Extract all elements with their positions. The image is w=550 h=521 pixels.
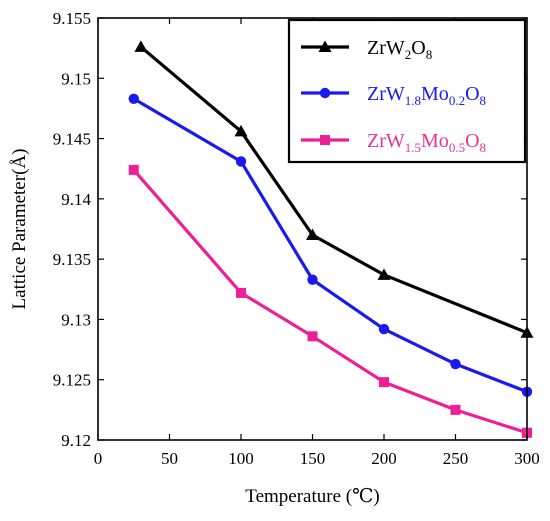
data-point	[307, 274, 318, 285]
data-point	[378, 323, 390, 335]
x-tick-label: 250	[443, 449, 469, 468]
data-point	[306, 228, 319, 241]
y-tick-label: 9.155	[53, 9, 91, 28]
x-tick-label: 300	[514, 449, 540, 468]
series-square	[128, 164, 532, 438]
y-tick-label: 9.135	[53, 250, 91, 269]
data-point	[128, 164, 139, 175]
y-tick-label: 9.14	[61, 190, 91, 209]
x-tick-label: 50	[161, 449, 178, 468]
y-tick-label: 9.15	[61, 69, 91, 88]
legend-label: ZrW2O8	[367, 37, 432, 62]
data-point	[134, 40, 148, 52]
legend-marker	[320, 135, 330, 145]
legend-marker	[319, 87, 331, 99]
x-tick-label: 150	[300, 449, 326, 468]
legend-entry: ZrW1.5Mo0.5O8	[301, 130, 486, 155]
legend-entry: ZrW1.8Mo0.2O8	[301, 83, 486, 108]
x-tick-label: 200	[371, 449, 397, 468]
series-circle	[128, 93, 533, 397]
x-tick-label: 0	[94, 449, 103, 468]
series-line	[132, 168, 528, 435]
y-tick-label: 9.12	[61, 431, 91, 450]
data-point	[450, 404, 461, 415]
x-tick-label: 100	[228, 449, 254, 468]
legend-marker	[318, 40, 332, 52]
data-point	[377, 268, 391, 280]
y-tick-label: 9.125	[53, 371, 91, 390]
data-point	[379, 377, 389, 388]
legend-label: ZrW1.8Mo0.2O8	[367, 83, 486, 108]
data-point	[307, 331, 318, 342]
data-point	[234, 124, 248, 137]
legend: ZrW2O8 ZrW1.8Mo0.2O8 ZrW1.5Mo0.5O8	[287, 18, 527, 164]
y-tick-label: 9.13	[61, 310, 91, 329]
data-point	[235, 156, 247, 167]
x-axis-title: Temperature (℃)	[245, 486, 379, 507]
series-line	[132, 97, 528, 394]
legend-label: ZrW1.5Mo0.5O8	[367, 130, 486, 155]
y-axis-title: Lattice Parameter(Å)	[9, 149, 30, 310]
data-point	[450, 358, 461, 370]
data-point	[128, 93, 139, 104]
data-point	[236, 287, 246, 298]
legend-entry: ZrW2O8	[301, 37, 432, 62]
y-tick-label: 9.145	[53, 130, 91, 149]
